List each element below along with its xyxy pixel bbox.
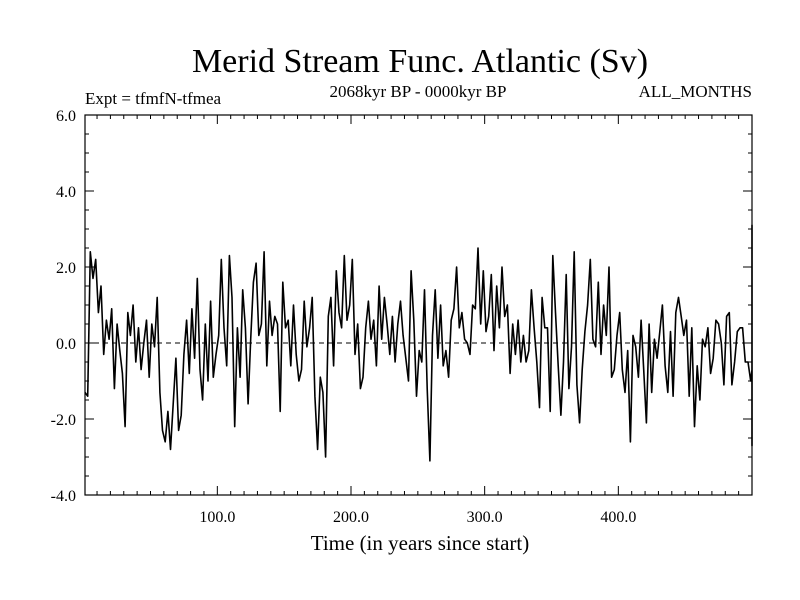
plot-frame: [84, 114, 753, 496]
x-tick-label: 100.0: [199, 509, 235, 526]
x-tick-label: 400.0: [600, 509, 636, 526]
y-tick-label: -2.0: [51, 412, 76, 429]
y-tick-label: 2.0: [56, 260, 76, 277]
y-tick-label: -4.0: [51, 488, 76, 505]
y-tick-label: 6.0: [56, 108, 76, 125]
y-axis-ticks: -4.0 -2.0 0.0 2.0 4.0 6.0: [51, 108, 752, 505]
y-tick-label: 4.0: [56, 184, 76, 201]
x-tick-label: 200.0: [333, 509, 369, 526]
experiment-label: Expt = tfmfN-tfmea: [85, 89, 222, 108]
x-tick-label: 300.0: [467, 509, 503, 526]
chart-title: Merid Stream Func. Atlantic (Sv): [192, 43, 648, 80]
months-label: ALL_MONTHS: [639, 82, 752, 101]
x-axis-ticks: 100.0 200.0 300.0 400.0: [96, 115, 740, 526]
x-axis-label: Time (in years since start): [311, 531, 530, 555]
time-range-label: 2068kyr BP - 0000kyr BP: [330, 82, 507, 101]
y-tick-label: 0.0: [56, 336, 76, 353]
